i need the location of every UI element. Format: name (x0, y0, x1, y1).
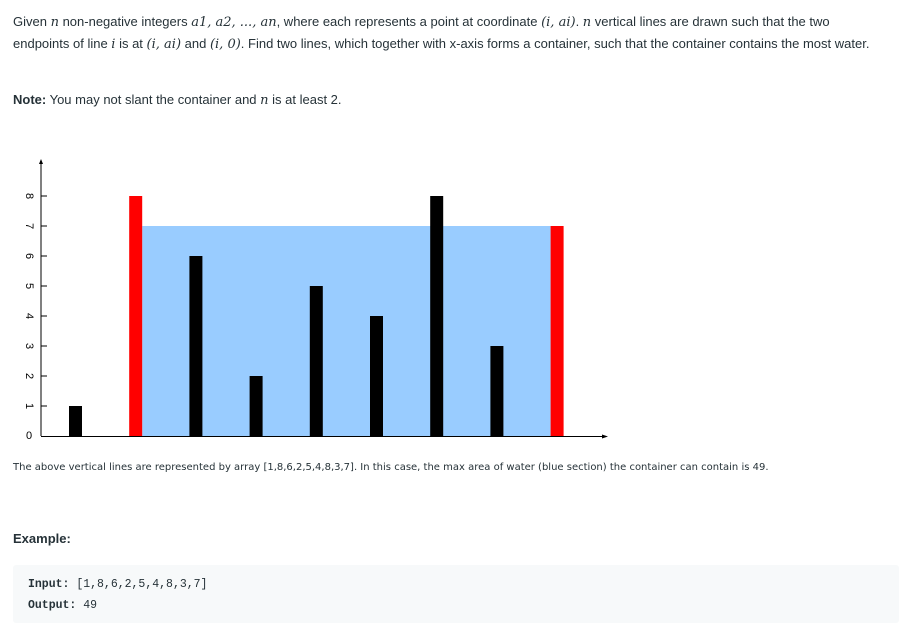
bar (249, 376, 263, 436)
coordinate: (i, ai) (146, 37, 182, 52)
y-tick-label: 1 (23, 403, 35, 409)
bar (189, 256, 203, 436)
note-label: Note: (13, 92, 47, 107)
y-tick-label: 4 (23, 313, 35, 319)
example-input-line: Input: [1,8,6,2,5,4,8,3,7] (28, 578, 207, 591)
var-n: n (50, 15, 59, 30)
coordinate: (i, 0) (209, 37, 241, 52)
desc-text: is at (115, 36, 147, 51)
example-block: Input: [1,8,6,2,5,4,8,3,7] Output: 49 (13, 565, 899, 623)
sequence-notation: a1, a2, ..., an (191, 15, 277, 30)
x-axis-arrow (602, 434, 608, 439)
bar (370, 316, 383, 436)
coordinate: (i, ai) (541, 15, 576, 30)
y-axis-arrow (39, 159, 43, 164)
example-output-line: Output: 49 (28, 599, 97, 612)
bar (69, 406, 82, 436)
desc-text: non-negative integers (58, 14, 192, 29)
output-label: Output: (28, 599, 77, 612)
note: Note: You may not slant the container an… (13, 89, 342, 111)
y-tick-label: 5 (23, 283, 35, 289)
bar-highlight (550, 226, 564, 436)
problem-description: Given n non-negative integers a1, a2, ..… (13, 11, 883, 55)
input-value: [1,8,6,2,5,4,8,3,7] (69, 578, 208, 591)
var-i: i (111, 37, 116, 52)
water-area (142, 226, 551, 436)
bar (309, 286, 323, 436)
var-n: n (582, 15, 592, 30)
container-chart: 0 1 2 3 4 5 6 7 8 (23, 159, 608, 442)
input-label: Input: (28, 578, 70, 591)
note-text: You may not slant the container and (46, 92, 261, 107)
var-n: n (260, 93, 269, 108)
y-tick-label: 6 (23, 253, 35, 259)
note-text: is at least 2. (268, 92, 342, 107)
desc-text: . Find two lines, which together with x-… (240, 36, 870, 51)
y-tick-label: 7 (23, 223, 35, 229)
output-value: 49 (76, 599, 98, 612)
y-tick-label: 2 (23, 373, 35, 379)
desc-text: and (181, 36, 210, 51)
y-tick-label: 0 (26, 430, 32, 442)
desc-text: vertical lines are drawn such that the t… (13, 14, 830, 51)
y-tick-label: 8 (23, 193, 35, 199)
desc-text: , where each represents a point at coord… (276, 14, 542, 29)
y-tick-label: 3 (23, 343, 35, 349)
example-heading: Example: (13, 531, 71, 546)
desc-text: Given (13, 14, 51, 29)
bar (490, 346, 504, 436)
bar-highlight (129, 196, 143, 436)
bar (430, 196, 444, 436)
chart-caption: The above vertical lines are represented… (13, 462, 769, 473)
desc-text: . (575, 14, 583, 29)
